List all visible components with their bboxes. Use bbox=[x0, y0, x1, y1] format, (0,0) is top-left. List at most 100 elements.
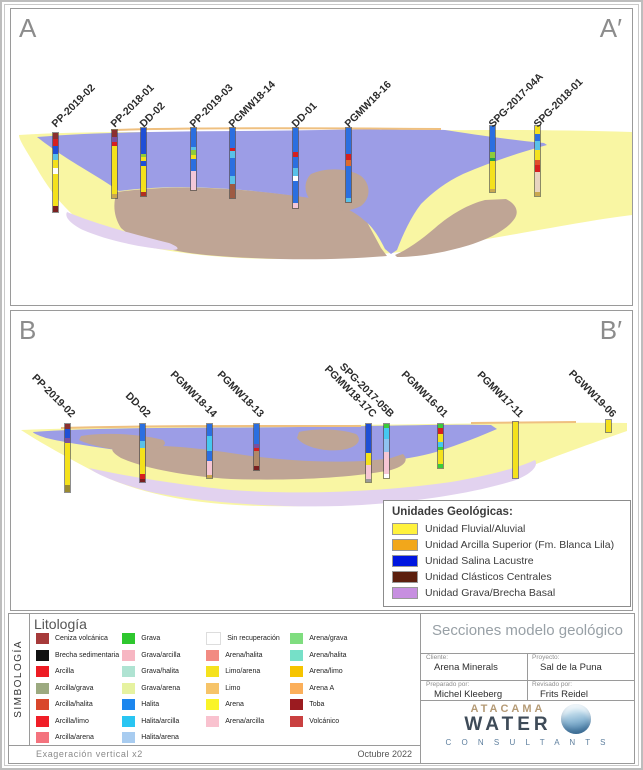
tb-fields: Cliente: Arena Minerals Proyecto: Sal de la… bbox=[421, 653, 634, 700]
lith-swatch bbox=[36, 715, 49, 727]
lith-item: Halita/arcilla bbox=[122, 715, 203, 727]
lith-item-label: Arena A bbox=[309, 684, 335, 692]
water-sphere-icon bbox=[560, 703, 591, 734]
geology-drawing-a bbox=[19, 127, 632, 260]
lith-item-label: Limo/arena bbox=[225, 668, 261, 675]
logo-text: ATACAMA WATER bbox=[464, 703, 551, 734]
lith-item-label: Arena/halita bbox=[309, 651, 347, 659]
lith-item-label: Arena/grava bbox=[309, 635, 348, 642]
lith-swatch bbox=[36, 666, 49, 677]
lith-column: Arena/grava Arena/halita Arena/limo Arena A… bbox=[290, 633, 371, 749]
lithology-title: Litología bbox=[34, 616, 87, 632]
lith-swatch bbox=[290, 715, 304, 727]
lith-swatch bbox=[290, 682, 304, 694]
lith-item: Grava bbox=[122, 633, 203, 644]
lith-item-label: Limo bbox=[225, 684, 241, 692]
lith-item-label: Arcilla/limo bbox=[55, 717, 89, 725]
lith-item: Arena bbox=[206, 699, 287, 710]
legend-item: Unidad Salina Lacustre bbox=[392, 553, 622, 569]
lith-item: Arena/grava bbox=[290, 633, 371, 644]
geo-unit-arcilla-superior-b2 bbox=[470, 421, 577, 424]
sheet-title: Secciones modelo geológico bbox=[432, 622, 623, 639]
lith-swatch bbox=[36, 649, 49, 661]
lith-item-label: Arena/halita bbox=[225, 651, 263, 659]
legend-item: Unidad Grava/Brecha Basal bbox=[392, 585, 622, 601]
lith-item: Limo bbox=[206, 682, 287, 694]
geo-unit-brecha-basal-b bbox=[89, 460, 537, 507]
lith-swatch bbox=[122, 732, 136, 743]
lith-column: Ceniza volcánica Brecha sedimentaria Arcil… bbox=[36, 633, 119, 749]
lith-swatch bbox=[122, 682, 136, 694]
lith-item-label: Arcilla/grava bbox=[55, 684, 94, 692]
lith-swatch bbox=[122, 715, 136, 727]
lith-item: Halita/arena bbox=[122, 732, 203, 743]
tb-field-label: Proyecto: bbox=[532, 654, 560, 661]
vertical-exaggeration-note: Exageración vertical x2 bbox=[36, 749, 143, 759]
lith-swatch bbox=[36, 699, 49, 710]
map-sheet-footer bbox=[8, 613, 635, 764]
legend-swatch bbox=[392, 539, 418, 551]
lith-item: Ceniza volcánica bbox=[36, 633, 119, 644]
lith-item: Arena/arcilla bbox=[206, 715, 287, 727]
inner-frame bbox=[4, 4, 639, 766]
lith-item-label: Arcilla/arena bbox=[55, 734, 94, 741]
lith-swatch bbox=[290, 649, 304, 661]
legend-swatch bbox=[392, 587, 418, 599]
lith-columns: Ceniza volcánica Brecha sedimentaria Arcil… bbox=[36, 632, 374, 749]
lith-item-label: Sin recuperación bbox=[227, 635, 280, 642]
legend-item-label: Unidad Fluvial/Aluvial bbox=[425, 523, 526, 535]
titleblock-hline-3 bbox=[421, 700, 634, 701]
lith-item-label: Halita bbox=[141, 701, 160, 708]
legend-swatch bbox=[392, 555, 418, 567]
tb-field: Preparado por: Michel Kleeberg bbox=[421, 680, 527, 700]
tb-field-label: Revisado por: bbox=[532, 681, 573, 688]
lith-swatch bbox=[206, 682, 220, 694]
lith-item-label: Halita/arena bbox=[141, 734, 179, 741]
lith-swatch bbox=[122, 699, 136, 710]
geo-unit-clasticos-lens-a bbox=[305, 169, 369, 211]
geo-unit-salina-a bbox=[37, 129, 547, 254]
footer-strip-divider bbox=[9, 745, 420, 746]
lith-item: Arcilla/limo bbox=[36, 715, 119, 727]
lith-item: Brecha sedimentaria bbox=[36, 649, 120, 661]
geo-unit-arcilla-superior-a bbox=[110, 127, 442, 131]
section-label-b-prime: B′ bbox=[599, 315, 622, 345]
tb-field-value: Arena Minerals bbox=[434, 662, 498, 673]
date-label: Octubre 2022 bbox=[357, 749, 412, 759]
tb-field-value: Frits Reidel bbox=[540, 689, 589, 700]
lith-item: Grava/arcilla bbox=[122, 649, 203, 661]
cross-section-panel-a: A A′ bbox=[10, 8, 633, 306]
lith-item: Arcilla/halita bbox=[36, 699, 119, 710]
tb-field-value: Michel Kleeberg bbox=[434, 689, 503, 700]
lith-item: Toba bbox=[290, 699, 371, 710]
lith-item-label: Grava/arcilla bbox=[141, 651, 181, 659]
tb-field: Cliente: Arena Minerals bbox=[421, 653, 527, 680]
lith-swatch bbox=[206, 649, 220, 661]
lith-swatch bbox=[206, 699, 220, 710]
lith-item-label: Brecha sedimentaria bbox=[55, 651, 120, 659]
lith-item-label: Grava/arena bbox=[141, 684, 181, 692]
lith-item-label: Arena/limo bbox=[309, 668, 343, 675]
lith-item-label: Grava bbox=[141, 635, 161, 642]
lith-item-label: Arcilla bbox=[55, 668, 75, 675]
geo-unit-clasticos-right-a bbox=[395, 199, 517, 257]
simbologia-sidebar: SIMBOLOGÍA bbox=[8, 613, 29, 745]
legend-title: Unidades Geológicas: bbox=[392, 506, 513, 518]
geo-unit-brecha-basal-a bbox=[66, 212, 178, 250]
lith-item: Arena A bbox=[290, 682, 371, 694]
tb-field-label: Cliente: bbox=[426, 654, 449, 661]
lith-item: Arcilla/grava bbox=[36, 682, 119, 694]
lith-swatch bbox=[206, 715, 220, 727]
company-logo: ATACAMA WATER C O N S U L T A N T S bbox=[421, 703, 634, 747]
geo-unit-clasticos-upper-b bbox=[297, 429, 359, 451]
lith-item: Grava/arena bbox=[122, 682, 203, 694]
legend-item-label: Unidad Grava/Brecha Basal bbox=[425, 587, 556, 599]
lith-item-label: Halita/arcilla bbox=[141, 717, 180, 725]
lith-swatch bbox=[290, 633, 304, 644]
lith-item-label: Arena bbox=[225, 701, 244, 708]
section-label-a: A bbox=[19, 13, 37, 43]
legend-item: Unidad Fluvial/Aluvial bbox=[392, 521, 622, 537]
simbologia-label: SIMBOLOGÍA bbox=[13, 640, 24, 718]
